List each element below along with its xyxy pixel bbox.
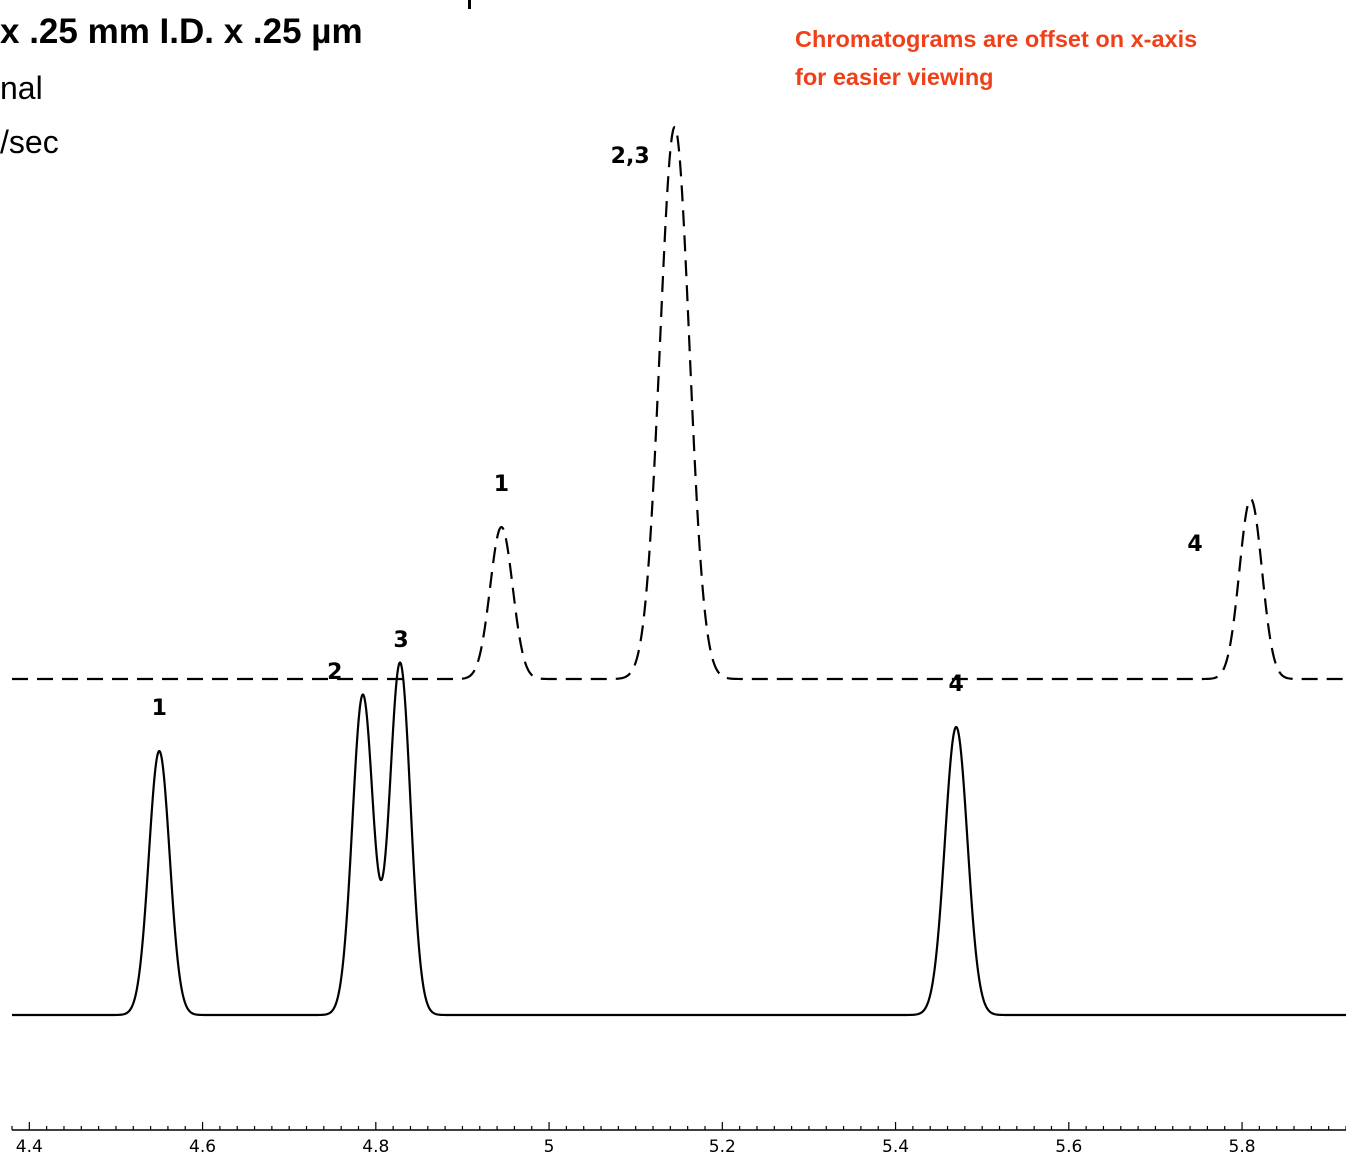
x-tick-label: 4.6 [189, 1137, 216, 1156]
clipped-text-mark [468, 0, 471, 9]
chromatogram-traces [11, 125, 1346, 1017]
peak-label: 2,3 [611, 144, 650, 169]
x-tick-label: 4.8 [362, 1137, 389, 1156]
x-tick-label: 5.6 [1055, 1137, 1082, 1156]
x-tick-label: 5.4 [882, 1137, 909, 1156]
peak-label: 2 [327, 660, 342, 685]
x-tick-label: 5.8 [1229, 1137, 1256, 1156]
x-tick-label: 4.4 [16, 1137, 43, 1156]
solid-chromatogram-line [11, 661, 1346, 1017]
detector-text: nal [0, 70, 43, 106]
x-axis: 4.4 4.6 4.8 5 5.2 5.4 5.6 5.8 [11, 1122, 1346, 1156]
x-tick-label: 5.2 [709, 1137, 736, 1156]
peak-label: 4 [1187, 532, 1202, 557]
offset-note: Chromatograms are offset on x-axis for e… [795, 20, 1197, 96]
column-spec-text: x .25 mm I.D. x .25 µm [0, 12, 363, 51]
peak-labels: 1 2 3 4 1 2,3 4 [152, 144, 1203, 721]
offset-note-line1: Chromatograms are offset on x-axis [795, 26, 1198, 52]
dashed-chromatogram-line [11, 125, 1346, 681]
peak-label: 1 [494, 472, 509, 497]
peak-label: 3 [393, 628, 408, 653]
x-tick-label: 5 [544, 1137, 555, 1156]
flow-rate-text: /sec [0, 124, 59, 160]
offset-note-line2: for easier viewing [795, 64, 994, 90]
peak-label: 4 [949, 672, 964, 697]
peak-label: 1 [152, 696, 167, 721]
